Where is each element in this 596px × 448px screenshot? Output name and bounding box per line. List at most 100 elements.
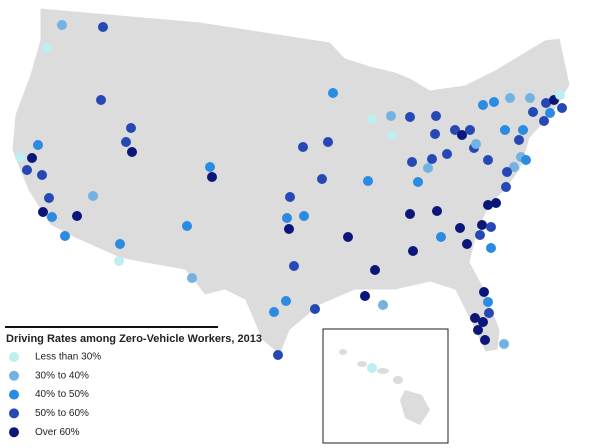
city-dot [370,265,380,275]
city-dot [38,207,48,217]
city-dot [284,224,294,234]
city-dot [491,198,501,208]
city-dot [367,363,377,373]
city-dot [432,206,442,216]
legend-swatch [9,408,19,419]
city-dot [298,142,308,152]
city-dot [489,97,499,107]
city-dot [360,291,370,301]
city-dot [27,153,37,163]
legend-label: Less than 30% [35,352,101,363]
legend-swatch [9,370,19,381]
city-dot [96,95,106,105]
city-dot [378,300,388,310]
city-dot [88,191,98,201]
city-dot [486,222,496,232]
city-dot [405,112,415,122]
city-dot [462,239,472,249]
city-dot [310,304,320,314]
city-dot [22,165,32,175]
city-dot [423,163,433,173]
city-dot [442,149,452,159]
city-dot [367,114,377,124]
city-dot [114,256,124,266]
city-dot [205,162,215,172]
city-dot [539,116,549,126]
city-dot [407,157,417,167]
city-dot [478,100,488,110]
city-dot [521,155,531,165]
us-mainland [11,7,571,356]
city-dot [427,154,437,164]
city-dot [269,307,279,317]
city-dot [328,88,338,98]
city-dot [518,125,528,135]
hawaii-inset [322,328,449,444]
city-dot [282,213,292,223]
city-dot [483,297,493,307]
city-dot [323,137,333,147]
city-dot [281,296,291,306]
city-dot [285,192,295,202]
city-dot [47,212,57,222]
legend-label: 30% to 40% [35,370,89,381]
city-dot [387,130,397,140]
city-dot [483,155,493,165]
city-dot [457,130,467,140]
legend-swatch [9,389,19,400]
city-dot [505,93,515,103]
city-dot [557,103,567,113]
city-dot [289,261,299,271]
city-dot [126,123,136,133]
city-dot [545,108,555,118]
city-dot [121,137,131,147]
legend-swatch [9,352,19,362]
city-dot [44,193,54,203]
city-dot [57,20,67,30]
city-dot [408,246,418,256]
city-dot [455,223,465,233]
city-dot [115,239,125,249]
city-dot [187,273,197,283]
city-dot [555,90,565,100]
city-dot [477,220,487,230]
city-dot [413,177,423,187]
city-dot [514,135,524,145]
city-dot [343,232,353,242]
city-dot [37,170,47,180]
legend-swatch [9,427,19,438]
city-dot [473,325,483,335]
city-dot [480,335,490,345]
city-dot [484,308,494,318]
city-dot [450,125,460,135]
legend-label: Over 60% [35,427,80,438]
city-dot [60,231,70,241]
city-dot [502,167,512,177]
hawaii [339,349,430,425]
city-dot [127,147,137,157]
city-dot [72,211,82,221]
city-dot [299,211,309,221]
legend-label: 50% to 60% [35,408,89,419]
city-dot [509,162,519,172]
city-dot [500,125,510,135]
city-dot [436,232,446,242]
city-dot [207,172,217,182]
city-dot [470,313,480,323]
city-dot [273,350,283,360]
city-dot [528,107,538,117]
city-dot [486,243,496,253]
city-dot [465,125,475,135]
city-dot [33,140,43,150]
city-dot [475,230,485,240]
city-dot [98,22,108,32]
city-dot [430,129,440,139]
city-dot [483,200,493,210]
city-dot [471,139,481,149]
city-dot [431,111,441,121]
city-dot [317,174,327,184]
legend-title: Driving Rates among Zero-Vehicle Workers… [6,333,262,345]
city-dot [501,182,511,192]
city-dot [42,43,52,53]
